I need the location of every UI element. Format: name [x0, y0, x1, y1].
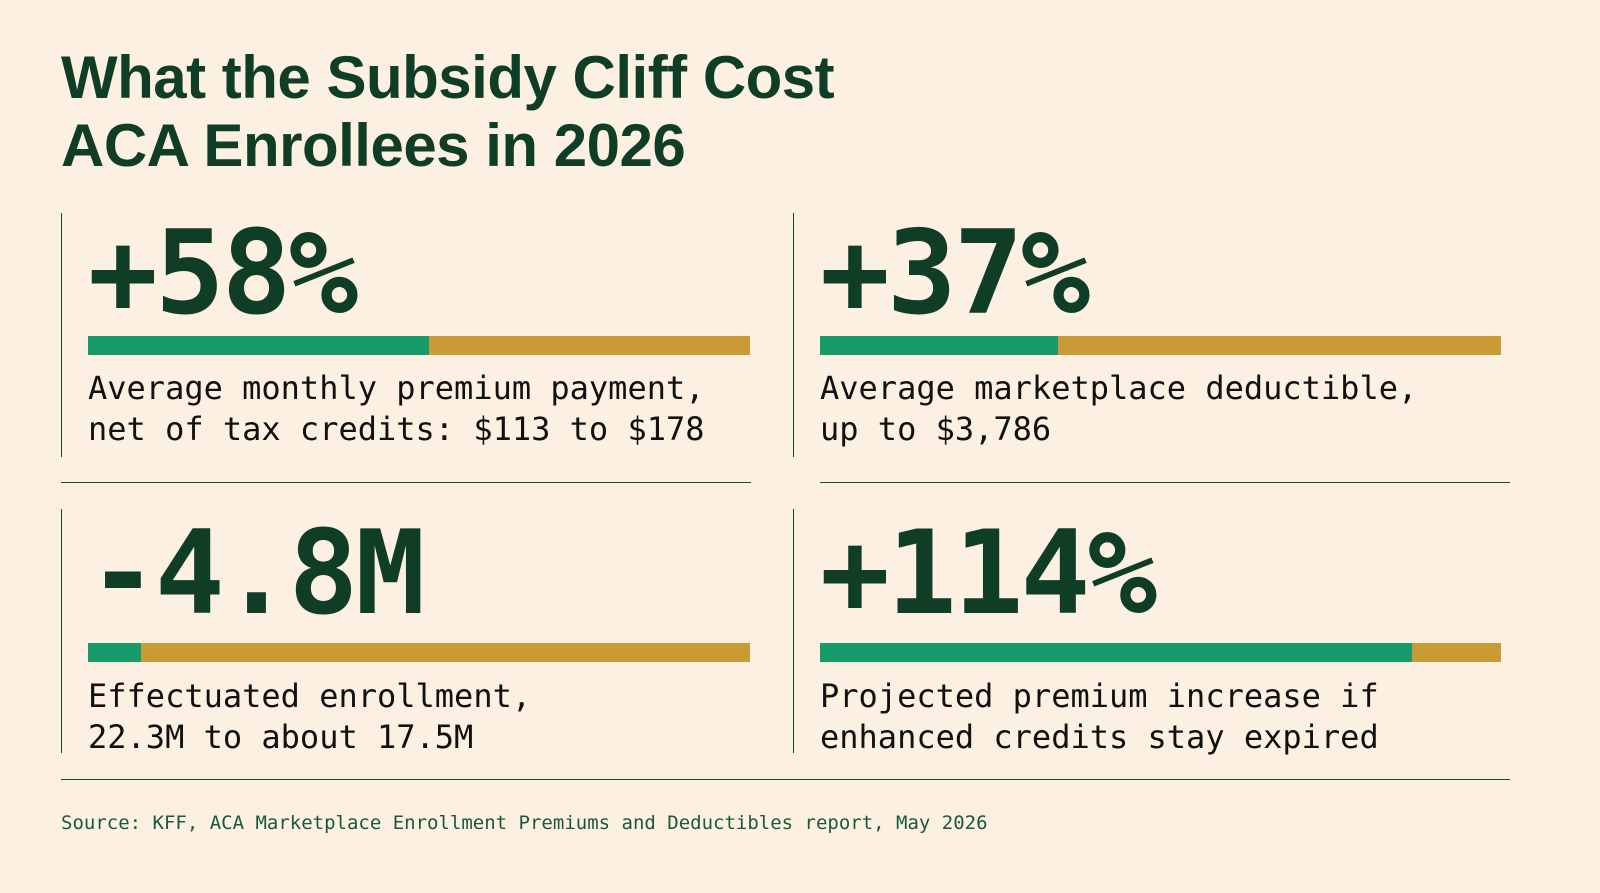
stat-card-deductible: +37% Average marketplace deductible, up …: [793, 209, 1533, 457]
stat-value: +37%: [820, 206, 1090, 341]
stat-bar-fill: [820, 643, 1413, 662]
stat-card-premium: +58% Average monthly premium payment, ne…: [61, 209, 751, 457]
stat-divider: [793, 213, 794, 457]
stat-bar: [820, 643, 1501, 662]
stat-description: Effectuated enrollment, 22.3M to about 1…: [88, 676, 531, 758]
footer-divider: [61, 779, 1510, 780]
stat-bar-fill: [820, 336, 1059, 355]
source-note: Source: KFF, ACA Marketplace Enrollment …: [61, 812, 988, 834]
row-divider-left: [61, 482, 751, 483]
stat-divider: [793, 509, 794, 753]
stat-card-enrollment: -4.8M Effectuated enrollment, 22.3M to a…: [61, 506, 751, 756]
title-line-2: ACA Enrollees in 2026: [61, 112, 686, 179]
stat-description-line-1: Average monthly premium payment,: [88, 369, 705, 407]
stat-description-line-2: up to $3,786: [820, 410, 1052, 448]
stat-description-line-1: Projected premium increase if: [820, 677, 1379, 715]
stat-description-line-2: net of tax credits: $113 to $178: [88, 410, 705, 448]
stat-description-line-1: Effectuated enrollment,: [88, 677, 532, 715]
stat-divider: [61, 213, 62, 457]
stat-description: Projected premium increase if enhanced c…: [820, 676, 1379, 758]
stat-description-line-2: 22.3M to about 17.5M: [88, 718, 474, 756]
row-divider-right: [820, 482, 1510, 483]
stat-value: +58%: [88, 206, 358, 341]
stat-value: -4.8M: [88, 506, 425, 641]
stat-description: Average marketplace deductible, up to $3…: [820, 368, 1417, 450]
stat-description-line-2: enhanced credits stay expired: [820, 718, 1379, 756]
stat-bar-fill: [88, 643, 141, 662]
page-title: What the Subsidy Cliff Cost ACA Enrollee…: [61, 44, 835, 180]
stat-description: Average monthly premium payment, net of …: [88, 368, 705, 450]
stat-bar: [88, 643, 750, 662]
stat-divider: [61, 509, 62, 753]
stat-bar-fill: [88, 336, 429, 355]
stat-value: +114%: [820, 506, 1157, 641]
title-line-1: What the Subsidy Cliff Cost: [61, 44, 835, 111]
stat-card-projected-premium: +114% Projected premium increase if enha…: [793, 506, 1533, 756]
stat-description-line-1: Average marketplace deductible,: [820, 369, 1418, 407]
stat-bar: [820, 336, 1501, 355]
stat-bar: [88, 336, 750, 355]
